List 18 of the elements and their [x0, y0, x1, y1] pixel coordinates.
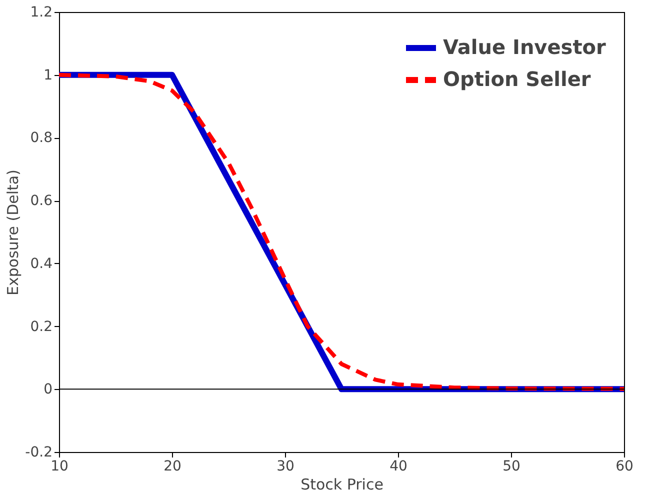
y-tick-label: 0.2 — [30, 318, 52, 335]
y-tick-label: 1 — [44, 67, 52, 84]
x-tick-label: 20 — [164, 458, 182, 474]
y-tick-label: 0.8 — [30, 130, 52, 146]
y-axis-title: Exposure (Delta) — [4, 170, 22, 296]
y-tick-label: 0.4 — [30, 256, 53, 272]
x-tick-label: 10 — [50, 458, 68, 474]
x-axis-title: Stock Price — [300, 476, 384, 494]
x-tick-label: 60 — [616, 458, 634, 474]
y-tick-label: 0 — [44, 382, 52, 398]
legend-label: Option Seller — [443, 67, 591, 91]
y-tick-label: -0.2 — [25, 444, 52, 460]
x-tick-label: 30 — [276, 458, 294, 474]
y-tick-label: 0.6 — [30, 193, 53, 210]
x-tick-label: 50 — [502, 458, 520, 474]
legend-label: Value Investor — [443, 35, 606, 59]
x-tick-label: 40 — [390, 458, 408, 474]
y-tick-label: 1.2 — [30, 4, 52, 20]
